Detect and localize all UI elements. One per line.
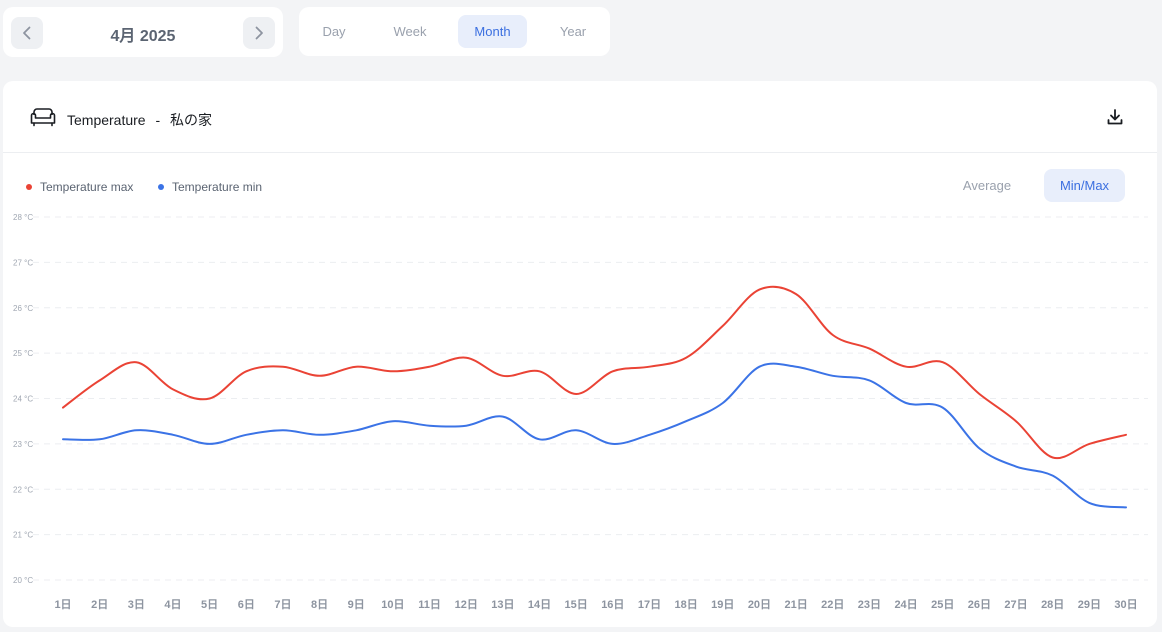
temperature-line-chart: 20 °C 21 °C 22 °C 23 °C 24 °C 25 °C 26 °C 27 °C… <box>13 213 1148 611</box>
card-header: Temperature - 私の家 <box>3 81 1157 153</box>
x-tick-label: 28日 <box>1041 598 1064 611</box>
download-icon[interactable] <box>1105 107 1125 127</box>
chevron-right-icon <box>255 26 263 40</box>
x-tick-label: 16日 <box>601 598 624 611</box>
x-tick-label: 26日 <box>968 598 991 611</box>
series-line-temperature-max <box>62 285 1127 460</box>
x-tick-label: 15日 <box>565 598 588 611</box>
tab-month[interactable]: Month <box>458 15 527 48</box>
legend-min: Temperature min <box>158 180 262 194</box>
legend-min-dot <box>158 184 164 190</box>
x-tick-label: 5日 <box>201 598 218 611</box>
x-tick-label: 3日 <box>128 598 145 611</box>
x-tick-label: 29日 <box>1078 598 1101 611</box>
series-line-temperature-min <box>62 362 1127 509</box>
current-period-label: 4月 2025 <box>110 28 176 45</box>
legend-max: Temperature max <box>26 180 133 194</box>
x-tick-label: 12日 <box>455 598 478 611</box>
y-tick-label: 26 °C <box>13 304 33 313</box>
y-tick-label: 20 °C <box>13 576 33 585</box>
x-tick-label: 22日 <box>821 598 844 611</box>
temperature-chart-card: Temperature - 私の家 Temperature max Temper… <box>3 81 1157 627</box>
date-navigator: 4月 2025 <box>3 7 283 57</box>
x-tick-label: 9日 <box>348 598 365 611</box>
range-tabs: Day Week Month Year <box>299 7 610 56</box>
legend-max-dot <box>26 184 32 190</box>
x-tick-label: 14日 <box>528 598 551 611</box>
card-title: Temperature - 私の家 <box>67 110 212 130</box>
x-tick-label: 8日 <box>311 598 328 611</box>
tab-year[interactable]: Year <box>559 24 587 39</box>
x-tick-label: 7日 <box>274 598 291 611</box>
y-tick-label: 23 °C <box>13 440 33 449</box>
x-tick-label: 20日 <box>748 598 771 611</box>
x-tick-label: 10日 <box>381 598 404 611</box>
location-name: 私の家 <box>170 112 213 128</box>
y-tick-label: 22 °C <box>13 485 33 494</box>
x-tick-label: 30日 <box>1114 598 1137 611</box>
y-tick-label: 21 °C <box>13 531 33 540</box>
x-tick-label: 19日 <box>711 598 734 611</box>
min-max-mode-button[interactable]: Min/Max <box>1044 169 1125 202</box>
x-tick-label: 11日 <box>418 598 441 611</box>
x-tick-label: 24日 <box>894 598 917 611</box>
y-tick-label: 24 °C <box>13 395 33 404</box>
x-tick-label: 17日 <box>638 598 661 611</box>
tab-day[interactable]: Day <box>322 24 346 39</box>
title-separator: - <box>155 112 161 128</box>
x-tick-label: 27日 <box>1004 598 1027 611</box>
tab-week[interactable]: Week <box>393 24 427 39</box>
y-tick-label: 27 °C <box>13 258 33 267</box>
x-tick-label: 25日 <box>931 598 954 611</box>
x-tick-label: 2日 <box>91 598 108 611</box>
x-tick-label: 18日 <box>675 598 698 611</box>
y-tick-label: 25 °C <box>13 349 33 358</box>
x-tick-label: 13日 <box>491 598 514 611</box>
metric-name: Temperature <box>67 112 146 128</box>
sofa-icon <box>30 108 56 127</box>
x-tick-label: 4日 <box>164 598 181 611</box>
previous-month-button[interactable] <box>11 17 43 49</box>
x-tick-label: 21日 <box>784 598 807 611</box>
x-tick-label: 23日 <box>858 598 881 611</box>
y-tick-label: 28 °C <box>13 213 33 222</box>
next-month-button[interactable] <box>243 17 275 49</box>
legend-min-label: Temperature min <box>172 180 263 194</box>
legend-max-label: Temperature max <box>40 180 134 194</box>
chevron-left-icon <box>23 26 31 40</box>
x-tick-label: 6日 <box>238 598 255 611</box>
x-tick-label: 1日 <box>54 598 71 611</box>
average-mode-button[interactable]: Average <box>962 178 1012 193</box>
